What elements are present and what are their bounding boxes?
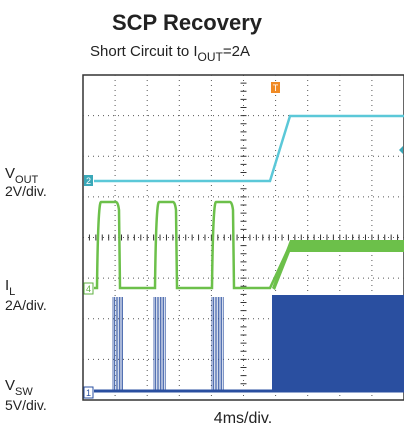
subtitle-text: Short Circuit to I bbox=[90, 43, 198, 60]
channel-label: IL bbox=[5, 277, 15, 298]
channel-marker: 1 bbox=[86, 388, 91, 398]
marker-box bbox=[84, 175, 93, 186]
channel-label: VOUT bbox=[5, 165, 39, 186]
channel-label: VSW bbox=[5, 377, 33, 398]
channel-sub: L bbox=[9, 286, 15, 298]
trigger-box bbox=[271, 82, 280, 93]
channel-name: V bbox=[5, 165, 15, 182]
channel-marker: 2 bbox=[86, 176, 91, 186]
channel-scale: 2V/div. bbox=[5, 183, 47, 199]
subtitle: Short Circuit to IOUT=2A bbox=[90, 43, 250, 64]
level-marker bbox=[399, 146, 403, 154]
x-label: 4ms/div. bbox=[214, 410, 272, 427]
channel-marker: 4 bbox=[86, 284, 91, 294]
channel-scale: 5V/div. bbox=[5, 397, 47, 413]
subtitle-sub: OUT bbox=[198, 50, 224, 64]
il-noise bbox=[290, 240, 404, 252]
title: SCP Recovery bbox=[112, 10, 263, 35]
vout-wave bbox=[94, 114, 404, 183]
channel-sub: OUT bbox=[15, 174, 39, 186]
trigger-marker: T bbox=[273, 83, 279, 93]
channel-sub: SW bbox=[15, 386, 33, 398]
channel-name: V bbox=[5, 377, 15, 394]
il-wave bbox=[94, 200, 404, 290]
subtitle-suffix: =2A bbox=[223, 43, 250, 60]
marker-box bbox=[83, 386, 94, 399]
il-ramp-band bbox=[272, 240, 290, 290]
waveforms bbox=[94, 114, 404, 393]
vsw-block bbox=[272, 295, 404, 391]
channel-name: I bbox=[5, 277, 9, 294]
marker-box bbox=[83, 282, 94, 295]
channel-scale: 2A/div. bbox=[5, 297, 47, 313]
